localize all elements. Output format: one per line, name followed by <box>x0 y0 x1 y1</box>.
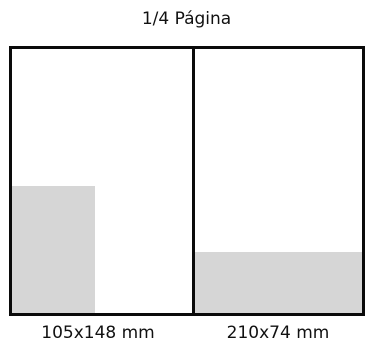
left-panel-caption: 105x148 mm <box>41 323 155 343</box>
quarter-page-horizontal-area <box>195 252 362 313</box>
center-divider <box>192 49 195 313</box>
page-sheet <box>9 46 365 316</box>
diagram-title: 1/4 Página <box>141 9 232 29</box>
right-panel-caption: 210x74 mm <box>226 323 330 343</box>
quarter-page-vertical-area <box>12 186 95 313</box>
